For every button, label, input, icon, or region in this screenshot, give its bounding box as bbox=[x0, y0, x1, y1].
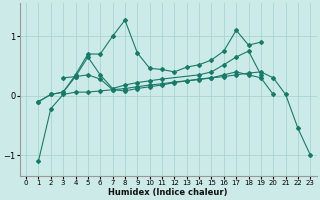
X-axis label: Humidex (Indice chaleur): Humidex (Indice chaleur) bbox=[108, 188, 228, 197]
